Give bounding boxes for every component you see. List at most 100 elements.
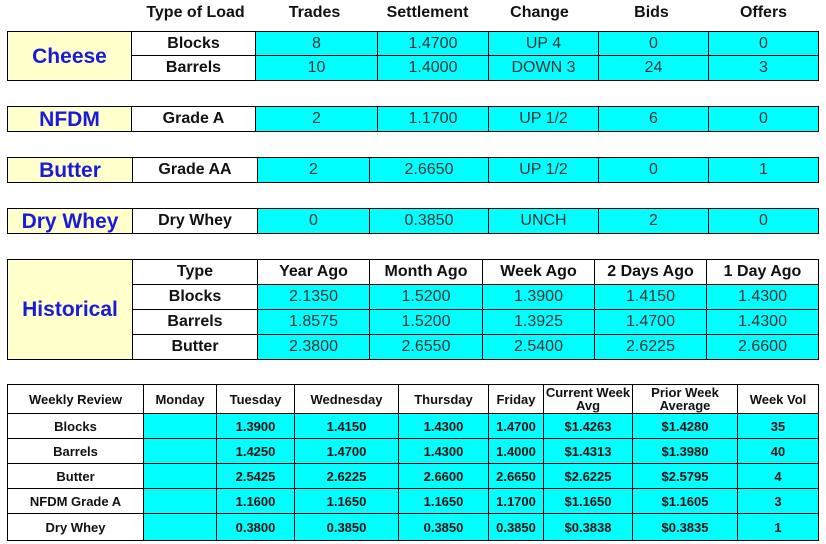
value-cell: 0 <box>598 157 709 183</box>
value-cell: 1.8575 <box>257 309 370 335</box>
value-cell: 1.1700 <box>377 106 489 132</box>
column-header: Monday <box>143 384 217 414</box>
value-cell: 24 <box>598 55 709 81</box>
empty-cell <box>143 488 217 514</box>
value-cell: $1.1650 <box>543 488 633 514</box>
value-cell: 1.1700 <box>488 488 544 514</box>
value-cell: 0 <box>257 208 370 234</box>
column-header: Prior Week Average <box>632 384 738 414</box>
column-header: Week Ago <box>482 259 595 285</box>
row-label: Grade AA <box>132 157 258 183</box>
product-label: NFDM <box>7 106 132 132</box>
value-cell: 1.4700 <box>294 438 399 464</box>
value-cell: $1.4313 <box>543 438 633 464</box>
value-cell: 0 <box>708 208 819 234</box>
row-label: Butter <box>7 463 144 489</box>
row-label: Blocks <box>7 413 144 439</box>
value-cell: 1.4150 <box>294 413 399 439</box>
column-header: 1 Day Ago <box>706 259 819 285</box>
value-cell: 40 <box>737 438 819 464</box>
product-label: Cheese <box>7 31 132 81</box>
row-label: Blocks <box>131 31 256 56</box>
value-cell: 8 <box>255 31 378 56</box>
column-header: Thursday <box>398 384 489 414</box>
row-label: Grade A <box>131 106 256 132</box>
row-label: Dry Whey <box>132 208 258 234</box>
column-header: 2 Days Ago <box>594 259 707 285</box>
value-cell: 1 <box>708 157 819 183</box>
value-cell: 1.4700 <box>488 413 544 439</box>
column-header: Settlement <box>386 3 469 21</box>
value-cell: 2.6650 <box>488 463 544 489</box>
row-label: Blocks <box>132 284 258 310</box>
value-cell: 1.4700 <box>594 309 707 335</box>
value-cell: 1.4150 <box>594 284 707 310</box>
value-cell: 0 <box>708 106 819 132</box>
product-label: Butter <box>7 157 133 183</box>
value-cell: 6 <box>598 106 709 132</box>
value-cell: $2.6225 <box>543 463 633 489</box>
column-header: Offers <box>739 3 788 21</box>
value-cell: 1.4300 <box>706 284 819 310</box>
value-cell: $0.3835 <box>632 513 738 541</box>
value-cell: 1.4000 <box>377 55 489 81</box>
value-cell: 0 <box>598 31 709 56</box>
value-cell: 1.1650 <box>398 488 489 514</box>
value-cell: 10 <box>255 55 378 81</box>
value-cell: UP 1/2 <box>488 106 599 132</box>
value-cell: UP 4 <box>488 31 599 56</box>
column-header: Type of Load <box>146 3 245 21</box>
row-label: Barrels <box>131 55 256 81</box>
row-label: NFDM Grade A <box>7 488 144 514</box>
value-cell: 2.5400 <box>482 334 595 360</box>
empty-cell <box>143 438 217 464</box>
value-cell: 3 <box>737 488 819 514</box>
value-cell: 1.1600 <box>216 488 295 514</box>
value-cell: 2.1350 <box>257 284 370 310</box>
value-cell: 1.5200 <box>369 309 483 335</box>
value-cell: 1.4300 <box>706 309 819 335</box>
value-cell: 0.3850 <box>398 513 489 541</box>
empty-cell <box>143 413 217 439</box>
column-header: Current Week Avg <box>543 384 633 414</box>
row-label: Dry Whey <box>7 513 144 541</box>
row-label: Butter <box>132 334 258 360</box>
value-cell: 2.6600 <box>398 463 489 489</box>
value-cell: 2.6225 <box>594 334 707 360</box>
column-header: Bids <box>634 3 669 21</box>
value-cell: $1.4263 <box>543 413 633 439</box>
column-header: Tuesday <box>216 384 295 414</box>
value-cell: 1.3925 <box>482 309 595 335</box>
value-cell: 4 <box>737 463 819 489</box>
empty-cell <box>143 513 217 541</box>
section-label: Historical <box>7 259 133 360</box>
column-header: Wednesday <box>294 384 399 414</box>
value-cell: 1.4700 <box>377 31 489 56</box>
value-cell: 1.5200 <box>369 284 483 310</box>
value-cell: 2.6650 <box>369 157 489 183</box>
column-header: Trades <box>288 3 341 21</box>
value-cell: 2 <box>255 106 378 132</box>
value-cell: $1.3980 <box>632 438 738 464</box>
value-cell: 1.4250 <box>216 438 295 464</box>
value-cell: 2 <box>598 208 709 234</box>
value-cell: 2.3800 <box>257 334 370 360</box>
value-cell: 2.5425 <box>216 463 295 489</box>
value-cell: 0.3800 <box>216 513 295 541</box>
column-header: Type <box>132 259 258 285</box>
value-cell: 1.4000 <box>488 438 544 464</box>
value-cell: 2.6225 <box>294 463 399 489</box>
column-header: Week Vol <box>737 384 819 414</box>
value-cell: UNCH <box>488 208 599 234</box>
column-header: Year Ago <box>257 259 370 285</box>
value-cell: $1.1605 <box>632 488 738 514</box>
value-cell: 0 <box>708 31 819 56</box>
column-header: Change <box>510 3 569 21</box>
value-cell: 0.3850 <box>294 513 399 541</box>
row-label: Barrels <box>132 309 258 335</box>
value-cell: 1.3900 <box>482 284 595 310</box>
value-cell: 0.3850 <box>369 208 489 234</box>
column-header: Month Ago <box>369 259 483 285</box>
value-cell: 1.4300 <box>398 438 489 464</box>
